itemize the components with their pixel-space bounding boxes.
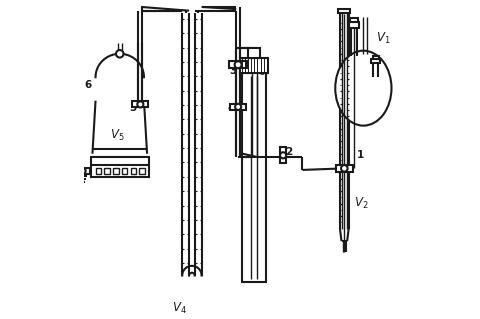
Text: 3: 3	[229, 66, 236, 76]
Bar	[348, 22, 360, 28]
Bar	[132, 101, 148, 108]
Bar	[336, 165, 353, 172]
Text: 6: 6	[84, 80, 92, 90]
Text: $V_3$: $V_3$	[251, 63, 265, 78]
Bar	[242, 72, 266, 282]
Text: $V_4$: $V_4$	[172, 300, 187, 315]
Bar	[113, 168, 119, 174]
Circle shape	[341, 165, 348, 172]
Text: 2: 2	[285, 147, 292, 157]
Bar	[131, 168, 136, 174]
Bar	[338, 9, 350, 13]
Circle shape	[235, 104, 241, 110]
Bar	[76, 168, 90, 174]
Text: 4: 4	[228, 103, 235, 114]
Text: $V_1$: $V_1$	[376, 31, 390, 46]
Bar	[240, 58, 268, 72]
Text: $V_5$: $V_5$	[110, 128, 125, 143]
Ellipse shape	[335, 51, 392, 126]
Text: 5: 5	[129, 103, 136, 114]
Bar	[230, 104, 246, 110]
Bar	[350, 19, 358, 22]
Bar	[104, 168, 110, 174]
Circle shape	[137, 101, 144, 108]
Circle shape	[280, 152, 286, 158]
Bar	[372, 59, 380, 63]
Circle shape	[81, 168, 85, 174]
Bar	[122, 168, 127, 174]
Bar	[229, 61, 247, 68]
Bar	[91, 157, 149, 177]
Circle shape	[116, 50, 123, 57]
Bar	[248, 48, 261, 58]
Text: 1: 1	[357, 150, 364, 160]
Bar	[373, 56, 379, 59]
Bar	[280, 147, 286, 163]
Bar	[139, 168, 145, 174]
Circle shape	[235, 61, 241, 68]
Bar	[96, 168, 101, 174]
Text: $V_2$: $V_2$	[354, 196, 369, 211]
